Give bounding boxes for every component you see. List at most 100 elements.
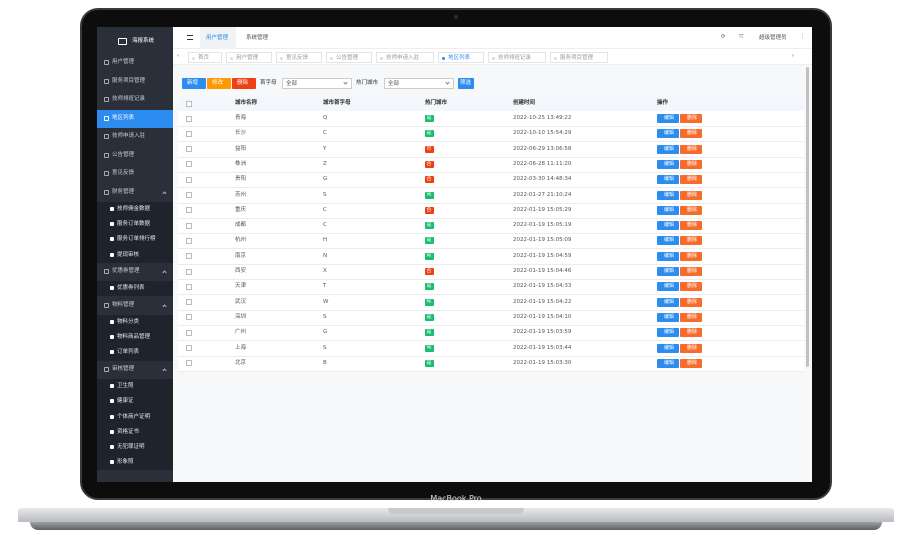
row-action-label[interactable]: 编辑 [664, 115, 675, 121]
filter-value[interactable]: 全部 [286, 81, 298, 87]
row-action-button[interactable]: 编辑 [657, 159, 679, 169]
filter-value[interactable]: 全部 [388, 81, 400, 87]
row-action-button[interactable]: 删除 [680, 251, 702, 261]
row-action-label[interactable]: 删除 [687, 130, 698, 137]
submenu-item[interactable]: 形象照 [117, 459, 134, 466]
row-action-label[interactable]: 删除 [687, 222, 698, 229]
refresh-icon[interactable]: ⟳ [721, 34, 726, 40]
row-checkbox[interactable] [186, 314, 192, 321]
tag-next[interactable]: › [791, 53, 794, 59]
submenu-item[interactable]: 健康证 [117, 398, 134, 405]
tag-label[interactable]: 意见反馈 [286, 54, 309, 61]
toolbar-button-label[interactable]: 删除 [237, 80, 249, 86]
tab-tag[interactable]: 首页 [188, 52, 222, 63]
row-action-label[interactable]: 删除 [687, 329, 698, 336]
row-checkbox[interactable] [186, 268, 192, 275]
row-action-label[interactable]: 删除 [687, 115, 698, 121]
submenu-item[interactable]: 资格证书 [117, 428, 140, 435]
row-checkbox[interactable] [186, 130, 192, 137]
menu-item[interactable]: 意见反馈 [112, 170, 135, 176]
tab-tag[interactable]: 服务项目管理 [550, 52, 608, 63]
search-label[interactable]: 筛选 [460, 80, 472, 86]
row-action-label[interactable]: 编辑 [664, 145, 675, 152]
row-action-label[interactable]: 删除 [687, 268, 698, 274]
row-action-button[interactable]: 删除 [680, 190, 702, 200]
row-action-button[interactable]: 删除 [680, 144, 702, 154]
tag-label[interactable]: 首页 [198, 54, 210, 61]
search-button[interactable]: 筛选 [458, 78, 474, 89]
filter-select[interactable]: 全部 [384, 78, 454, 89]
row-action-button[interactable]: 编辑 [657, 175, 679, 185]
row-action-label[interactable]: 编辑 [664, 283, 675, 290]
row-action-label[interactable]: 编辑 [664, 313, 675, 320]
row-checkbox[interactable] [186, 237, 192, 244]
fullscreen-icon[interactable]: ⤧ [739, 34, 744, 40]
row-checkbox[interactable] [186, 192, 192, 198]
row-action-label[interactable]: 删除 [687, 298, 698, 305]
menu-item[interactable]: 技师排班记录 [112, 96, 146, 102]
row-action-button[interactable]: 删除 [680, 328, 702, 338]
row-action-button[interactable]: 删除 [680, 343, 702, 353]
row-action-label[interactable]: 编辑 [664, 160, 675, 167]
row-action-label[interactable]: 删除 [687, 176, 698, 183]
submenu-item[interactable]: 无犯罪证明 [117, 443, 145, 450]
tab-tag[interactable]: 公告管理 [326, 52, 372, 63]
row-action-label[interactable]: 删除 [687, 206, 698, 213]
tag-label[interactable]: 技师排班记录 [498, 54, 532, 61]
row-action-button[interactable]: 编辑 [657, 328, 679, 338]
submenu-item[interactable]: 物料商品管理 [117, 334, 151, 341]
menu-item[interactable]: 技师申请入驻 [112, 133, 146, 139]
submenu-item[interactable]: 服务订单数据 [117, 221, 151, 228]
row-action-label[interactable]: 编辑 [664, 252, 675, 259]
toolbar-button[interactable]: 新增 [182, 78, 206, 89]
row-checkbox[interactable] [186, 253, 192, 260]
submenu-item[interactable]: 提现审核 [117, 251, 140, 258]
row-checkbox[interactable] [186, 360, 192, 367]
row-checkbox[interactable] [186, 329, 192, 336]
row-action-button[interactable]: 删除 [680, 175, 702, 185]
menu-item[interactable]: 服务项目管理 [112, 77, 146, 84]
filter-select[interactable]: 全部 [282, 78, 352, 89]
top-tab[interactable]: 系统管理 [246, 35, 269, 41]
row-action-button[interactable]: 编辑 [657, 251, 679, 261]
row-action-label[interactable]: 删除 [687, 359, 698, 366]
row-action-label[interactable]: 删除 [687, 283, 698, 290]
row-action-label[interactable]: 编辑 [664, 268, 675, 274]
row-action-label[interactable]: 删除 [687, 252, 698, 259]
row-action-label[interactable]: 删除 [687, 313, 698, 320]
row-action-button[interactable]: 删除 [680, 129, 702, 139]
toolbar-button[interactable]: 修改 [207, 78, 231, 89]
submenu-item[interactable]: 物料分类 [117, 319, 140, 325]
row-action-label[interactable]: 编辑 [664, 359, 675, 366]
row-checkbox[interactable] [186, 115, 192, 122]
row-action-button[interactable]: 删除 [680, 159, 702, 169]
row-action-button[interactable]: 删除 [680, 221, 702, 231]
dropdown-icon[interactable]: ⋮ [799, 34, 806, 40]
column-header[interactable]: 城市名称 [235, 100, 258, 106]
row-action-button[interactable]: 编辑 [657, 205, 679, 215]
row-action-button[interactable]: 编辑 [657, 144, 679, 154]
row-action-button[interactable]: 删除 [680, 358, 702, 368]
column-header[interactable]: 创建时间 [513, 100, 536, 106]
row-action-button[interactable]: 编辑 [657, 221, 679, 231]
row-action-label[interactable]: 编辑 [664, 176, 675, 183]
row-action-label[interactable]: 编辑 [664, 191, 675, 198]
row-checkbox[interactable] [186, 299, 192, 306]
menu-item[interactable]: 用户管理 [112, 59, 135, 65]
tag-label[interactable]: 公告管理 [336, 54, 359, 61]
tag-label[interactable]: 地区列表 [448, 54, 471, 61]
row-action-button[interactable]: 编辑 [657, 236, 679, 246]
row-action-label[interactable]: 编辑 [664, 222, 675, 229]
submenu-item[interactable]: 个体商户证明 [117, 413, 151, 420]
column-header[interactable]: 操作 [657, 100, 669, 106]
row-action-label[interactable]: 编辑 [664, 206, 675, 213]
row-checkbox[interactable] [186, 161, 192, 168]
menu-item[interactable]: 地区列表 [112, 114, 135, 121]
row-action-button[interactable]: 编辑 [657, 114, 679, 123]
row-checkbox[interactable] [186, 222, 192, 229]
row-action-button[interactable]: 编辑 [657, 312, 679, 322]
user-name[interactable]: 超级管理员 [759, 35, 787, 41]
submenu-item[interactable]: 技师佣金数据 [117, 206, 151, 212]
row-action-button[interactable]: 编辑 [657, 190, 679, 200]
header-checkbox[interactable] [186, 101, 192, 107]
